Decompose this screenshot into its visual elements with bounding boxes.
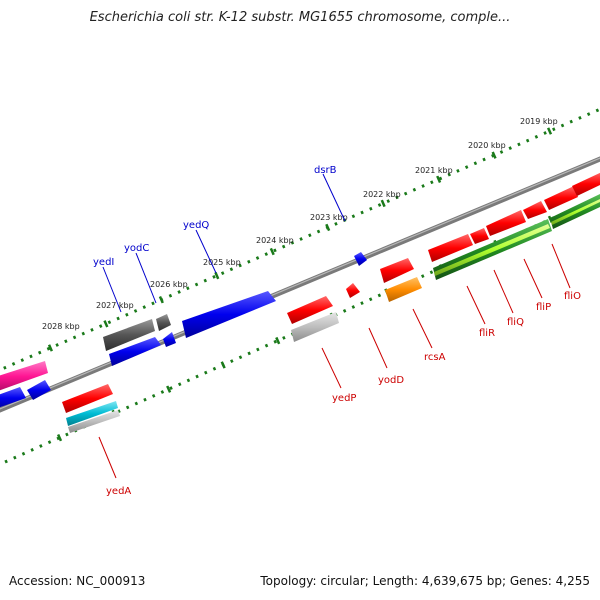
gene-fliP[interactable] — [486, 210, 526, 236]
gene-feature-blue[interactable] — [27, 380, 51, 400]
operon-flagellar-lime[interactable] — [551, 198, 600, 225]
leader-yedA — [98, 436, 117, 479]
scale-tick — [103, 320, 109, 328]
gene-label-fliQ[interactable]: fliQ — [507, 317, 524, 328]
scale-tick — [166, 385, 172, 393]
gene-label-yedQ[interactable]: yedQ — [183, 220, 209, 231]
leader-yodC — [135, 252, 157, 304]
accession-label: Accession: NC_000913 — [9, 574, 146, 588]
leader-fliO — [551, 243, 571, 289]
leader-yodD — [368, 327, 388, 369]
gene-feature-lightgray[interactable] — [68, 410, 120, 433]
gene-feature-gray[interactable] — [156, 314, 171, 331]
scale-label: 2023 kbp — [310, 213, 348, 222]
gene-yedA[interactable] — [62, 384, 113, 413]
scale-tick — [214, 271, 220, 280]
gene-fliO[interactable] — [523, 201, 547, 219]
scale-tick — [56, 434, 63, 442]
scale-labels: 2019 kbp 2020 kbp 2021 kbp 2022 kbp 2023… — [42, 117, 558, 331]
leader-fliP — [523, 258, 543, 299]
operon-flagellar-lime[interactable] — [434, 224, 550, 276]
scale-label: 2027 kbp — [96, 301, 134, 310]
gene-rcsA-upstream[interactable] — [380, 258, 414, 283]
scale-tick — [275, 336, 281, 345]
leader-lines — [98, 173, 571, 479]
leader-fliQ — [493, 269, 514, 314]
gene-label-fliP[interactable]: fliP — [536, 302, 551, 313]
scale-label: 2022 kbp — [363, 190, 401, 199]
gene-label-yodD[interactable]: yodD — [378, 375, 404, 386]
gene-yedP-pseudo[interactable] — [291, 312, 339, 342]
gene-label-rcsA[interactable]: rcsA — [424, 352, 446, 363]
scale-label: 2020 kbp — [468, 141, 506, 150]
gene-yedI[interactable] — [103, 319, 155, 351]
gene-fliQ[interactable] — [470, 228, 489, 244]
scale-label: 2019 kbp — [520, 117, 558, 126]
scale-tick — [220, 361, 226, 369]
scale-tick — [380, 199, 386, 208]
gene-yodC[interactable] — [109, 337, 161, 366]
scale-label: 2021 kbp — [415, 166, 453, 175]
leader-dsrB — [322, 173, 346, 222]
forward-strand-features — [62, 172, 600, 433]
gene-yedQ[interactable] — [182, 291, 276, 338]
gene-label-fliR[interactable]: fliR — [479, 328, 495, 339]
gene-label-yedI[interactable]: yedI — [93, 257, 114, 268]
chromosome-backbone — [0, 156, 600, 413]
leader-yedP — [321, 347, 342, 389]
scale-tick — [547, 127, 553, 135]
gene-dsrB[interactable] — [354, 252, 367, 266]
scale-tick — [269, 247, 275, 256]
scale-label: 2025 kbp — [203, 258, 241, 267]
reverse-strand-features — [0, 252, 367, 409]
gene-labels: dsrB yedQ yodC yedI fliO fliP fliQ fliR … — [93, 165, 581, 497]
gene-fliR[interactable] — [428, 234, 473, 262]
leader-rcsA — [412, 308, 433, 349]
gene-feature-red[interactable] — [544, 186, 578, 210]
scale-label: 2024 kbp — [256, 236, 294, 245]
gene-feature-pink[interactable] — [0, 361, 48, 392]
scale-tick — [325, 223, 331, 232]
gene-feature-cyan[interactable] — [66, 401, 118, 426]
gene-rcsA[interactable] — [385, 277, 422, 302]
gene-label-yedP[interactable]: yedP — [332, 393, 356, 404]
gene-label-dsrB[interactable]: dsrB — [314, 165, 337, 176]
gene-feature-red[interactable] — [572, 172, 600, 196]
gene-label-fliO[interactable]: fliO — [564, 291, 581, 302]
scale-tick — [47, 344, 53, 352]
map-title: Escherichia coli str. K-12 substr. MG165… — [89, 10, 511, 25]
scale-tick — [491, 151, 497, 159]
gene-label-yodC[interactable]: yodC — [124, 243, 149, 254]
gene-yodD[interactable] — [346, 283, 360, 298]
gene-yedP[interactable] — [287, 296, 333, 324]
gene-feature-blue[interactable] — [163, 332, 176, 347]
gene-feature-blue[interactable] — [0, 387, 26, 409]
genome-stats: Topology: circular; Length: 4,639,675 bp… — [260, 574, 590, 588]
upper-scale-line — [0, 107, 600, 372]
upper-major-ticks — [47, 127, 553, 352]
scale-tick — [158, 296, 164, 304]
leader-yedI — [102, 266, 122, 313]
gene-label-yedA[interactable]: yedA — [106, 486, 131, 497]
leader-yedQ — [195, 229, 217, 274]
chromosome-backbone-highlight — [0, 157, 600, 410]
scale-tick — [436, 175, 442, 183]
scale-label: 2026 kbp — [150, 280, 188, 289]
scale-label: 2028 kbp — [42, 322, 80, 331]
leader-fliR — [466, 285, 486, 325]
